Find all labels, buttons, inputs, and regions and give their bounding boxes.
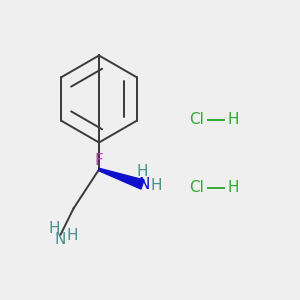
Text: H: H	[66, 228, 78, 243]
Text: H: H	[227, 112, 238, 128]
Text: H: H	[137, 164, 148, 179]
Text: Cl: Cl	[189, 112, 204, 128]
Text: H: H	[151, 178, 162, 193]
Polygon shape	[99, 168, 144, 189]
Text: N: N	[138, 177, 150, 192]
Text: Cl: Cl	[189, 180, 204, 195]
Text: N: N	[55, 232, 66, 247]
Text: H: H	[48, 221, 60, 236]
Text: H: H	[227, 180, 238, 195]
Text: F: F	[94, 153, 103, 168]
